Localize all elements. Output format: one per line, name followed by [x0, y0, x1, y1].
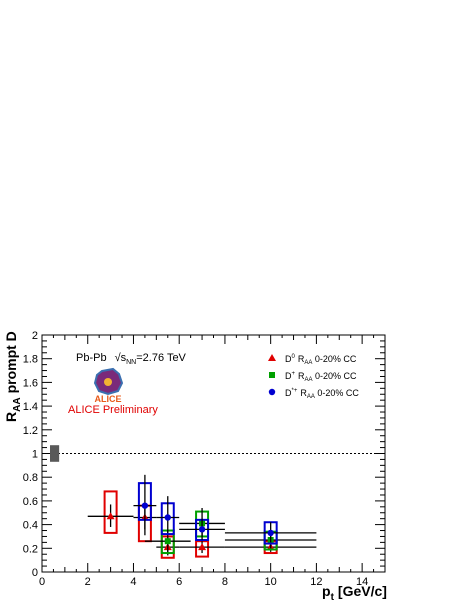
- y-tick-label: 0.4: [23, 520, 38, 532]
- normalization-uncertainty-box: [50, 445, 60, 462]
- x-tick-label: 14: [356, 576, 368, 588]
- data-point-marker: [164, 538, 171, 545]
- system-label: Pb-Pb √sNN=2.76 TeV: [76, 352, 187, 366]
- alice-logo: ALICE: [93, 367, 124, 404]
- reference-line-group: [42, 445, 385, 462]
- x-tick-label: 12: [310, 576, 322, 588]
- x-axis-title-sub: t: [331, 592, 335, 602]
- axis-ticks: 0 2 4 6 8 10 12 14 0 0.2 0.4 0.6 0.8 1 1.2 1.4 1.6 1.8 2: [23, 330, 386, 588]
- alice-logo-core: [104, 378, 112, 386]
- x-tick-label: 8: [222, 576, 228, 588]
- x-tick-label: 2: [85, 576, 91, 588]
- y-tick-label: 0.8: [23, 472, 38, 484]
- y-axis-title-main: R: [3, 412, 19, 422]
- y-tick-label: 2: [32, 330, 38, 342]
- y-tick-label: 0.2: [23, 543, 38, 555]
- preliminary-label: ALICE Preliminary: [68, 404, 158, 416]
- legend-label: D*+ RAA 0-20% CC: [285, 388, 359, 400]
- data-point-marker: [106, 512, 115, 520]
- y-axis-title-sub: AA: [12, 397, 23, 411]
- data-point-marker: [141, 502, 149, 509]
- y-tick-label: 0.6: [23, 496, 38, 508]
- legend-marker-square: [269, 372, 275, 378]
- x-axis-title-unit: [GeV/c]: [338, 583, 387, 599]
- x-axis-title: pt [GeV/c]: [322, 583, 387, 602]
- y-tick-label: 1.8: [23, 354, 38, 366]
- energy-prefix: √s: [115, 352, 127, 364]
- energy-value: =2.76 TeV: [136, 352, 186, 364]
- data-points: [87, 474, 317, 559]
- x-tick-label: 10: [265, 576, 277, 588]
- x-tick-label: 6: [176, 576, 182, 588]
- y-tick-label: 0: [32, 567, 38, 579]
- data-point-marker: [198, 526, 206, 533]
- series-circle: [133, 474, 317, 545]
- data-point-marker: [164, 514, 171, 521]
- alice-logo-text: ALICE: [95, 394, 122, 404]
- legend-marker-triangle: [268, 354, 276, 361]
- y-tick-label: 1.4: [23, 401, 38, 413]
- energy-sub: NN: [126, 359, 136, 366]
- system-name: Pb-Pb: [76, 352, 107, 364]
- data-point-marker: [267, 529, 274, 537]
- legend-label: D+ RAA 0-20% CC: [285, 371, 357, 383]
- y-tick-label: 1: [32, 449, 38, 461]
- legend-label: D0 RAA 0-20% CC: [285, 354, 357, 366]
- y-tick-label: 1.2: [23, 425, 38, 437]
- systematic-box: [103, 490, 118, 534]
- data-point-marker: [198, 543, 207, 551]
- x-axis-title-main: p: [322, 583, 331, 599]
- y-axis-title: RAA prompt D: [3, 331, 23, 422]
- y-tick-label: 1.6: [23, 377, 38, 389]
- legend: D0 RAA 0-20% CC D+ RAA 0-20% CC D*+ RAA 0-20%…: [268, 354, 359, 400]
- x-tick-label: 4: [130, 576, 136, 588]
- legend-marker-circle: [268, 388, 276, 396]
- y-axis-title-rest: prompt D: [3, 331, 19, 393]
- x-tick-label: 0: [39, 576, 45, 588]
